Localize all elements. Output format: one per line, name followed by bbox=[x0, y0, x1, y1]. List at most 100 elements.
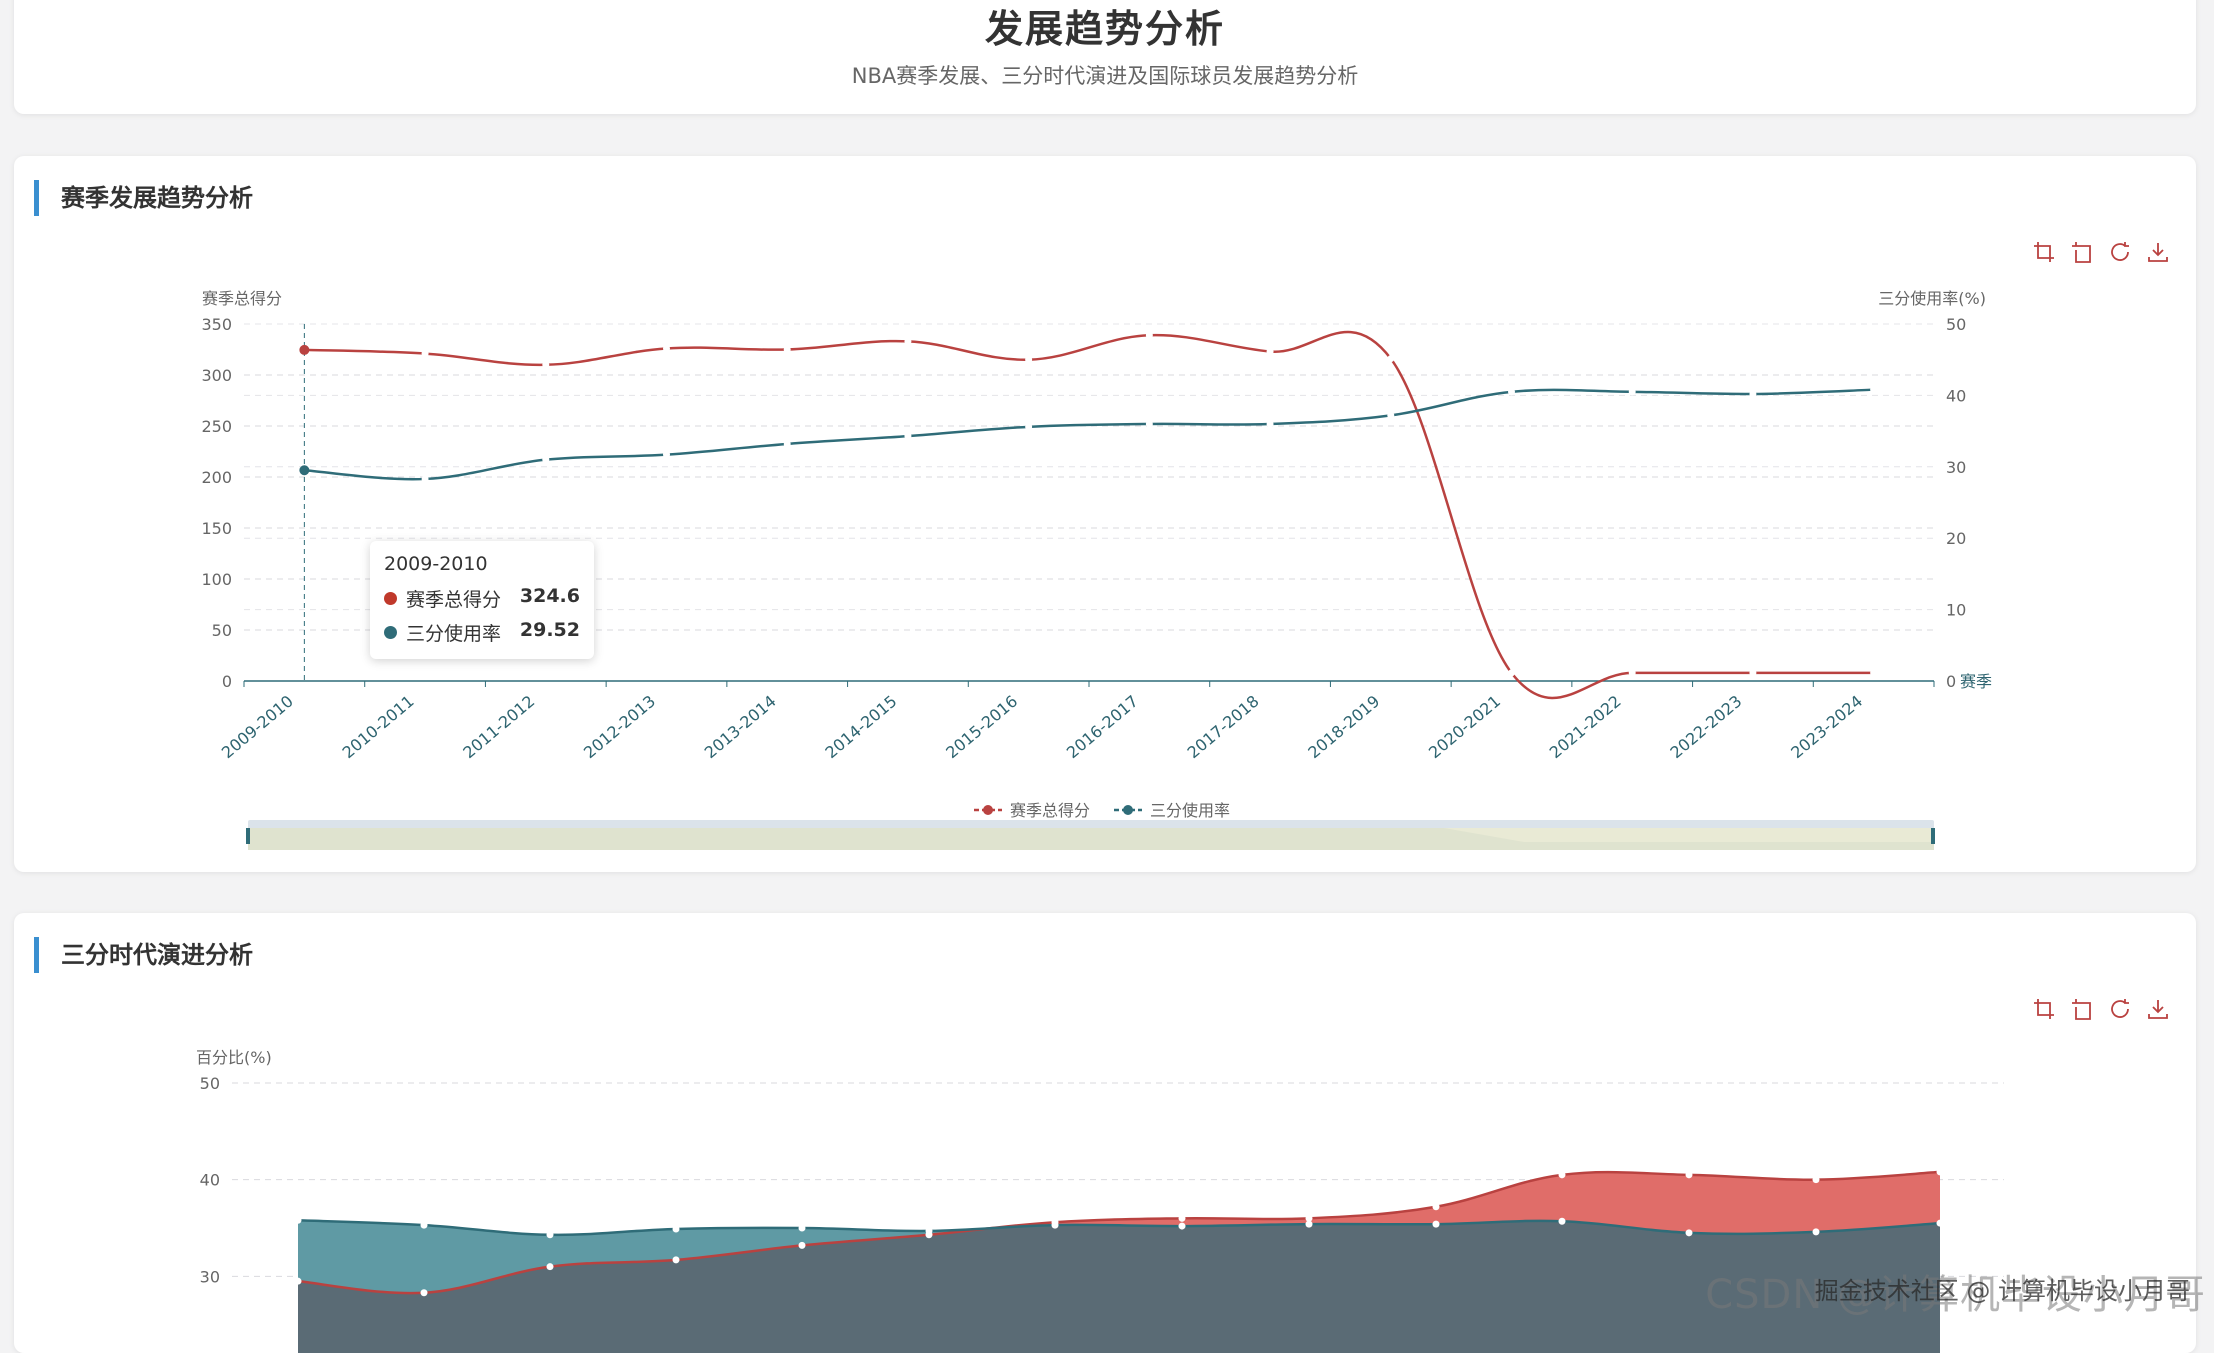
data-point bbox=[1936, 1168, 1944, 1176]
y-right-tick-label: 20 bbox=[1946, 529, 1966, 548]
data-point bbox=[1812, 1228, 1820, 1236]
x-tick-label: 2012-2013 bbox=[580, 692, 659, 763]
series-line bbox=[297, 1219, 1941, 1237]
datazoom-handle-right bbox=[1931, 828, 1935, 844]
datazoom-shadow bbox=[248, 828, 1934, 850]
legend-label: 赛季总得分 bbox=[1010, 801, 1090, 820]
data-point bbox=[1387, 355, 1395, 363]
data-point bbox=[1749, 390, 1757, 398]
data-point bbox=[299, 344, 310, 355]
download-icon[interactable] bbox=[2146, 997, 2170, 1021]
data-point bbox=[672, 1256, 680, 1264]
data-point bbox=[1749, 669, 1757, 677]
x-tick-label: 2017-2018 bbox=[1184, 692, 1263, 763]
y-tick-label: 40 bbox=[200, 1171, 220, 1190]
data-point bbox=[1508, 388, 1515, 396]
x-tick-label: 2021-2022 bbox=[1546, 692, 1625, 763]
data-point bbox=[663, 451, 670, 459]
tooltip-series-name: 赛季总得分 bbox=[406, 589, 502, 611]
series-line bbox=[297, 1170, 1941, 1295]
y-right-tick-label: 50 bbox=[1946, 315, 1966, 334]
y-axis-title: 百分比(%) bbox=[196, 1048, 272, 1067]
chart-toolbox bbox=[2032, 240, 2170, 264]
tooltip-series-value: 29.52 bbox=[519, 619, 580, 641]
data-point bbox=[294, 1216, 302, 1224]
data-point bbox=[1685, 1171, 1693, 1179]
data-point bbox=[1432, 1203, 1440, 1211]
y-right-tick-label: 30 bbox=[1946, 458, 1966, 477]
data-point bbox=[1178, 1222, 1186, 1230]
data-point bbox=[663, 344, 670, 352]
teal-dot-icon bbox=[384, 626, 397, 639]
x-tick-label: 2016-2017 bbox=[1063, 692, 1142, 763]
data-point bbox=[421, 475, 429, 483]
data-point bbox=[1387, 411, 1395, 419]
zoom-icon[interactable] bbox=[2032, 240, 2056, 264]
data-point bbox=[1145, 331, 1153, 339]
data-point bbox=[798, 1224, 806, 1232]
y-tick-label: 100 bbox=[201, 570, 232, 589]
three-point-era-card: 三分时代演进分析 20304050百分比(%) bbox=[14, 913, 2196, 1353]
data-point bbox=[294, 1277, 302, 1285]
data-point bbox=[798, 1241, 806, 1249]
zoom-reset-icon[interactable] bbox=[2070, 240, 2094, 264]
y-right-axis-title: 三分使用率(%) bbox=[1878, 289, 1986, 308]
area-overlap bbox=[298, 1220, 1940, 1353]
data-point bbox=[299, 465, 310, 476]
y-tick-label: 350 bbox=[201, 315, 232, 334]
x-tick-label: 2022-2023 bbox=[1666, 692, 1745, 763]
download-icon[interactable] bbox=[2146, 240, 2170, 264]
y-tick-label: 50 bbox=[212, 621, 232, 640]
data-point bbox=[904, 337, 912, 345]
y-tick-label: 250 bbox=[201, 417, 232, 436]
y-tick-label: 0 bbox=[222, 672, 232, 691]
data-point bbox=[1628, 669, 1636, 677]
data-point bbox=[1145, 420, 1153, 428]
x-tick-label: 2014-2015 bbox=[821, 692, 900, 763]
y-right-tick-label: 40 bbox=[1946, 386, 1966, 405]
zoom-reset-icon[interactable] bbox=[2070, 997, 2094, 1021]
y-tick-label: 150 bbox=[201, 519, 232, 538]
y-tick-label: 30 bbox=[200, 1267, 220, 1286]
data-point bbox=[1178, 1214, 1186, 1222]
watermark-overlay: 掘金技术社区 @ 计算机毕设小月哥 bbox=[1814, 1277, 2190, 1305]
tooltip-title: 2009-2010 bbox=[384, 553, 488, 575]
data-point bbox=[1628, 388, 1636, 396]
x-tick-label: 2013-2014 bbox=[701, 692, 780, 763]
x-tick-label: 2009-2010 bbox=[218, 692, 297, 763]
data-point bbox=[1432, 1220, 1440, 1228]
y-tick-label: 200 bbox=[201, 468, 232, 487]
data-point bbox=[1266, 348, 1274, 356]
data-point bbox=[1870, 669, 1878, 677]
season-trend-card: 赛季发展趋势分析 0 50 100 150 200 250 300 350 0 10 20 30 40 5… bbox=[14, 156, 2196, 872]
legend-marker bbox=[1123, 805, 1133, 815]
datazoom-handle-left bbox=[246, 828, 250, 844]
x-tick-label: 2018-2019 bbox=[1304, 692, 1383, 763]
data-point bbox=[904, 432, 912, 440]
x-tick-label: 2023-2024 bbox=[1787, 692, 1866, 763]
data-point bbox=[1685, 1229, 1693, 1237]
restore-icon[interactable] bbox=[2108, 240, 2132, 264]
x-axis-title: 赛季 bbox=[1960, 672, 1992, 691]
zoom-icon[interactable] bbox=[2032, 997, 2056, 1021]
y-tick-label: 300 bbox=[201, 366, 232, 385]
restore-icon[interactable] bbox=[2108, 997, 2132, 1021]
series-line bbox=[304, 388, 1874, 481]
legend-label: 三分使用率 bbox=[1150, 801, 1230, 820]
three-point-era-chart[interactable]: 20304050百分比(%) bbox=[14, 913, 2196, 1353]
data-point bbox=[783, 440, 791, 448]
data-point bbox=[1558, 1217, 1566, 1225]
series-line bbox=[304, 330, 1874, 700]
data-point bbox=[542, 456, 550, 464]
data-point bbox=[1812, 1176, 1820, 1184]
chart-toolbox bbox=[2032, 997, 2170, 1021]
tooltip-row: 赛季总得分 324.6 bbox=[384, 585, 580, 611]
data-point bbox=[1266, 420, 1274, 428]
data-point bbox=[1305, 1214, 1313, 1222]
data-point bbox=[542, 361, 550, 369]
data-point bbox=[783, 346, 791, 353]
y-tick-label: 50 bbox=[200, 1074, 220, 1093]
tooltip-series-name: 三分使用率 bbox=[406, 623, 502, 645]
data-point bbox=[1508, 669, 1515, 677]
